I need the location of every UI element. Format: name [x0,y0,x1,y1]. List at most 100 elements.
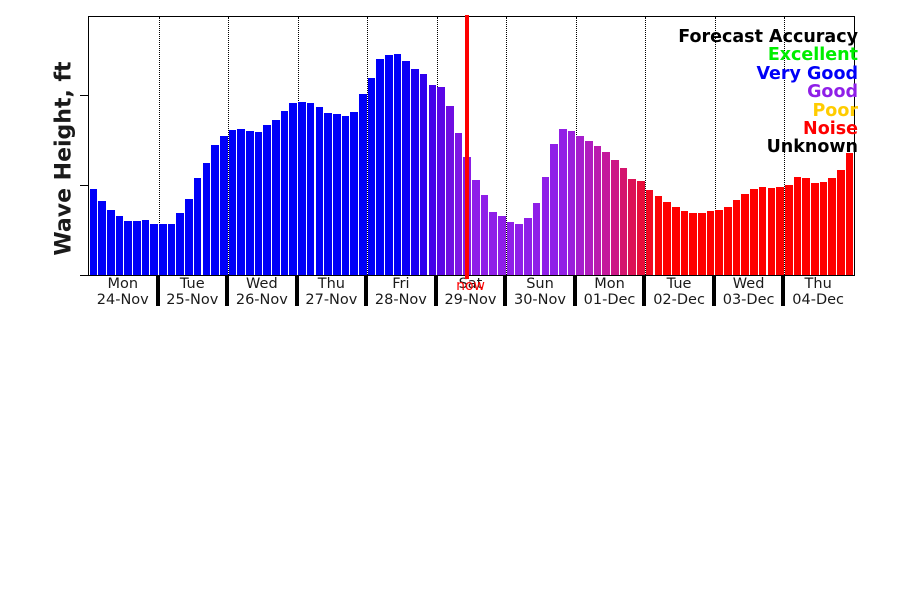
bar [89,189,98,275]
bar [498,216,506,275]
x-day-label: Thu 04-Dec [758,276,878,308]
gridline-day-2 [228,17,230,275]
gridline-day-6 [506,17,508,275]
bar [211,145,219,275]
bar [619,168,628,275]
x-day-name: Fri [392,276,410,292]
bar [141,219,150,275]
bar [402,61,411,275]
bar [341,116,350,275]
y-tick-mark [80,275,89,277]
legend-items: Excellent Very Good Good Poor Noise Unknown [678,45,858,157]
x-day-name: Thu [317,276,345,292]
bar [167,223,176,275]
bar [219,135,228,275]
bar [350,111,358,275]
x-day-date: 01-Dec [583,291,636,308]
bar [124,220,132,275]
bar [115,216,124,275]
bar [106,210,115,275]
y-tick-mark [80,94,89,96]
x-day-label: Tue 02-Dec [619,276,739,308]
bar [471,180,480,275]
x-day-date: 03-Dec [722,291,775,308]
x-day-label: Tue 25-Nov [132,276,252,308]
day-separator [572,276,577,306]
gridline-day-7 [575,17,577,275]
bar [480,194,489,275]
bar [567,130,576,275]
x-day-date: 30-Nov [513,291,566,308]
bar [202,163,211,275]
now-line [465,15,470,279]
gridline-day-1 [158,17,160,275]
bar [637,181,645,275]
bar [663,201,671,275]
bar [767,188,776,275]
x-day-name: Thu [804,276,832,292]
bar [176,212,185,275]
x-day-label: Wed 03-Dec [689,276,809,308]
bar [132,220,141,275]
x-day-label: Thu 27-Nov [271,276,391,308]
legend: Forecast Accuracy Excellent Very Good Good… [678,28,858,157]
x-day-date: 26-Nov [235,291,288,308]
bar [411,69,419,275]
bar [602,152,610,275]
bar [784,184,793,275]
now-label: now [456,278,485,294]
bar [706,210,715,275]
bar [776,187,784,275]
x-day-date: 25-Nov [166,291,219,308]
legend-item-very-good: Very Good [756,63,858,84]
gridline-day-4 [367,17,369,275]
bar [193,177,202,275]
bar [741,193,750,275]
x-day-name: Tue [666,276,692,292]
x-day-date: 04-Dec [792,291,845,308]
bar [628,179,637,275]
bar [697,212,706,275]
bar [750,189,758,275]
day-separator [364,276,369,306]
plot-area [88,15,855,279]
bar [393,53,402,275]
y-tick-mark [80,184,89,186]
bar [254,132,263,275]
bar [576,135,584,275]
bar [593,145,602,275]
x-day-name: Wed [246,276,278,292]
gridline-day-9 [714,17,716,275]
bar [489,211,497,275]
gridline-day-10 [784,17,786,275]
bar [810,182,819,275]
bar [732,200,741,275]
bar [506,221,515,275]
bar [515,223,524,275]
x-day-label: Mon 01-Dec [550,276,670,308]
bar [828,178,836,275]
bar [237,128,245,275]
bar [689,212,697,275]
bar [185,199,193,275]
bar [541,176,550,275]
bar [332,114,341,275]
bar [819,182,828,275]
legend-item-excellent: Excellent [767,45,858,66]
bar [315,107,324,275]
bar [367,78,376,275]
day-separator [711,276,716,306]
bar [98,200,106,275]
bar [758,186,767,275]
legend-item-noise: Noise [803,119,858,140]
gridline-day-3 [297,17,299,275]
bar [280,110,289,275]
day-separator [503,276,508,306]
bar [289,102,298,275]
bar [454,133,463,275]
legend-item-poor: Poor [812,100,858,121]
bar [358,94,367,275]
bar [306,102,315,275]
x-day-label: Wed 26-Nov [202,276,322,308]
x-day-date: 29-Nov [444,291,497,308]
